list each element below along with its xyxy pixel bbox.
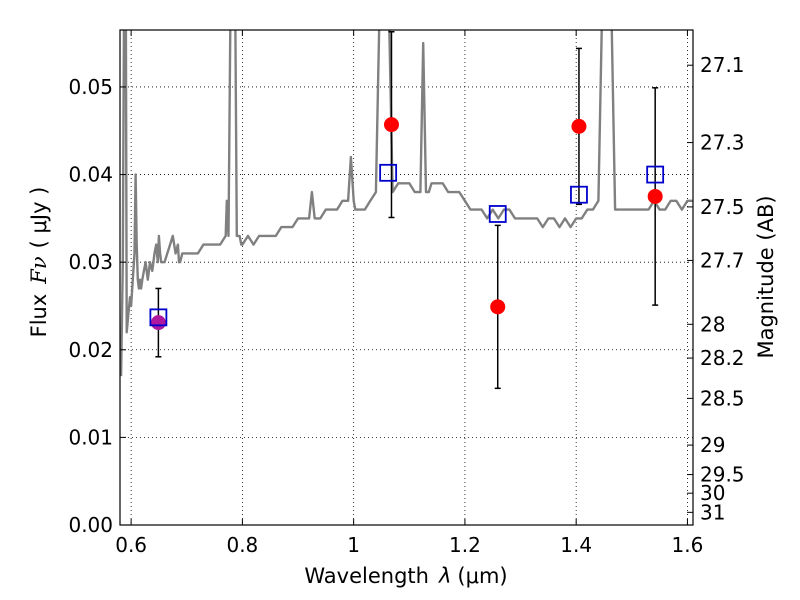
plot-frame (119, 29, 694, 526)
y-tick-label: 0.02 (68, 338, 113, 362)
observed-flux-point (571, 118, 587, 134)
observed-flux-point (490, 299, 506, 315)
model-spectrum-line (120, 30, 693, 377)
model-flux-square (646, 165, 665, 184)
y2-tick-label: 29 (700, 433, 725, 457)
y2-tick-label: 27.1 (700, 53, 745, 77)
x-tick-label: 0.8 (226, 533, 258, 557)
model-flux-square (488, 205, 507, 223)
x-tick-label: 0.6 (115, 533, 147, 557)
x-tick-label: 1.6 (672, 533, 704, 557)
y2-tick-label: 30 (700, 481, 725, 505)
y-tick-label: 0.04 (68, 163, 113, 187)
x-axis-title: Wavelength λ (μm) (304, 564, 507, 588)
observed-flux-point (383, 117, 399, 133)
markers-layer (149, 117, 665, 331)
observed-flux-point (647, 188, 663, 204)
y2-tick-label: 27.5 (700, 195, 745, 219)
y2-tick-label: 27.3 (700, 131, 745, 155)
y2-axis-title: Magnitude (AB) (754, 195, 778, 358)
y2-tick-label: 28.2 (700, 346, 745, 370)
y2-tick-label: 28 (700, 312, 725, 336)
y-axis-left: 0.00 0.01 0.02 0.03 0.04 0.05 (68, 75, 126, 537)
spectrum-layer (120, 30, 693, 377)
x-tick-label: 1.4 (560, 533, 592, 557)
y-tick-label: 0.03 (68, 250, 113, 274)
grid (120, 30, 693, 526)
x-axis: 0.6 0.8 1 1.2 1.4 1.6 (115, 30, 703, 557)
y2-tick-label: 28.5 (700, 386, 745, 410)
observed-flux-point (150, 315, 166, 331)
model-flux-square (570, 185, 588, 204)
y-tick-label: 0.05 (68, 75, 113, 99)
y-axis-title: FluxFν( μJy ) (27, 187, 51, 338)
y2-tick-label: 31 (700, 500, 725, 524)
model-flux-square (149, 308, 168, 327)
y2-tick-label: 27.7 (700, 248, 745, 272)
y2-tick-label: 29.5 (700, 463, 745, 487)
x-tick-label: 1 (347, 533, 360, 557)
model-flux-square (379, 163, 398, 182)
y-tick-label: 0.01 (68, 425, 113, 449)
y-tick-label: 0.00 (68, 513, 113, 537)
x-tick-label: 1.2 (449, 533, 481, 557)
